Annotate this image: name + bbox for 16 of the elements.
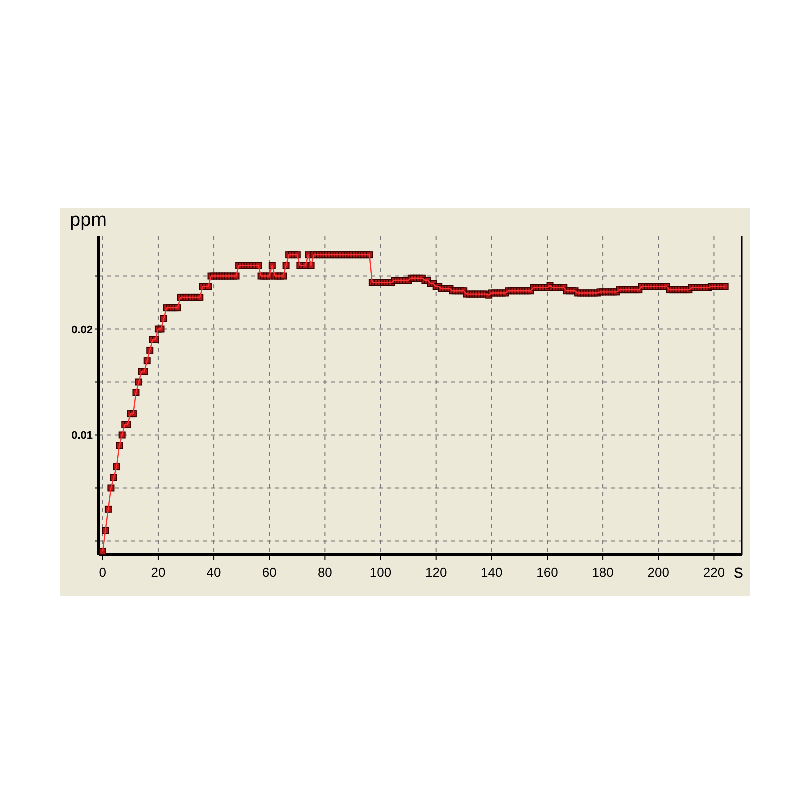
y-axis-title: ppm xyxy=(70,210,107,231)
x-axis-title: s xyxy=(734,562,744,583)
x-tick-label: 160 xyxy=(536,565,558,580)
x-tick-label: 200 xyxy=(648,565,670,580)
x-tick-label: 40 xyxy=(206,565,222,580)
x-tick-label: 20 xyxy=(151,565,166,580)
x-tick-label: 180 xyxy=(592,565,614,580)
x-tick-label: 0 xyxy=(99,565,107,580)
y-tick-label: 0.02 xyxy=(72,324,93,336)
x-tick-label: 60 xyxy=(262,565,277,580)
x-tick-label: 100 xyxy=(370,565,392,580)
x-tick-label: 80 xyxy=(318,565,332,580)
x-tick-label: 120 xyxy=(425,565,448,580)
x-tick-label: 220 xyxy=(703,565,726,580)
x-tick-label: 140 xyxy=(481,565,503,580)
y-tick-label: 0.01 xyxy=(72,430,93,442)
